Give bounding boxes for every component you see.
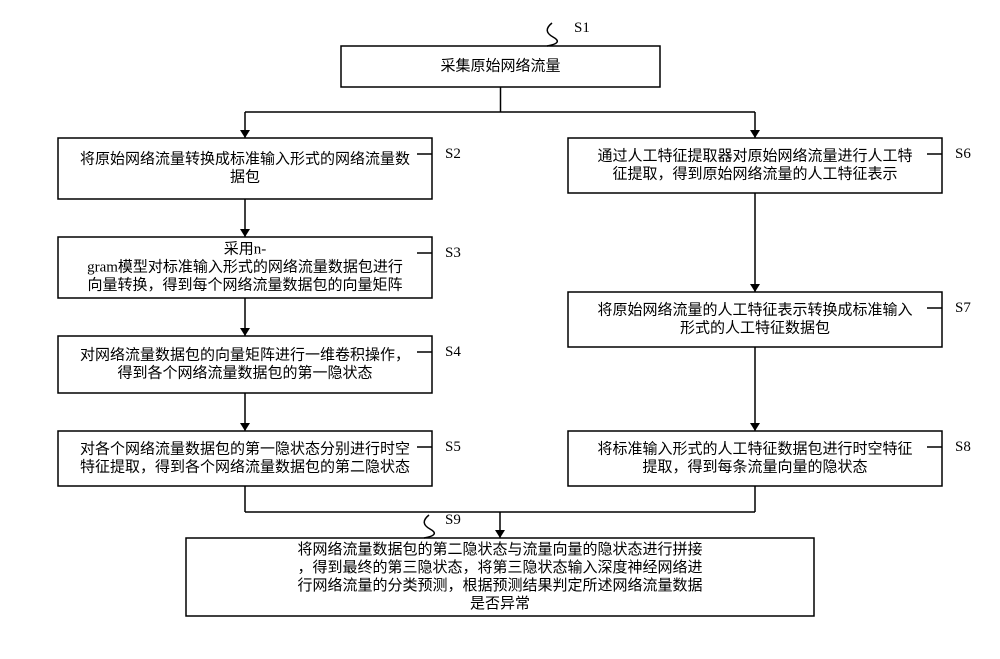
step-label: S8 (955, 439, 971, 455)
node-text: 将网络流量数据包的第二隐状态与流量向量的隐状态进行拼接 (297, 540, 702, 558)
node-text: 通过人工特征提取器对原始网络流量进行人工特 (597, 148, 912, 165)
node-text: 行网络流量的分类预测，根据预测结果判定所述网络流量数据 (297, 577, 702, 594)
step-label: S4 (445, 344, 461, 360)
step-label: S7 (955, 300, 971, 316)
node-S7: 将原始网络流量的人工特征表示转换成标准输入形式的人工特征数据包 (568, 292, 942, 347)
node-text: 形式的人工特征数据包 (680, 320, 830, 337)
step-label: S2 (445, 146, 461, 162)
node-S2: 将原始网络流量转换成标准输入形式的网络流量数据包 (58, 138, 432, 199)
node-text: 据包 (230, 169, 260, 186)
step-label: S5 (445, 439, 461, 455)
node-text: 将原始网络流量的人工特征表示转换成标准输入 (597, 302, 912, 319)
node-text: 采集原始网络流量 (440, 58, 560, 75)
step-label: S6 (955, 146, 971, 162)
node-text: 特征提取，得到各个网络流量数据包的第二隐状态 (80, 458, 410, 476)
node-S8: 将标准输入形式的人工特征数据包进行时空特征提取，得到每条流量向量的隐状态 (568, 431, 942, 486)
step-label: S9 (445, 512, 461, 528)
node-S4: 对网络流量数据包的向量矩阵进行一维卷积操作，得到各个网络流量数据包的第一隐状态 (58, 336, 432, 393)
node-text: 得到各个网络流量数据包的第一隐状态 (117, 364, 372, 382)
node-text: 征提取，得到原始网络流量的人工特征表示 (612, 166, 897, 183)
node-text: 向量转换，得到每个网络流量数据包的向量矩阵 (87, 277, 402, 294)
step-label: S3 (445, 245, 461, 261)
node-text: 将原始网络流量转换成标准输入形式的网络流量数 (80, 151, 410, 168)
node-text: 是否异常 (470, 595, 530, 612)
node-S1: 采集原始网络流量 (341, 46, 660, 87)
node-S6: 通过人工特征提取器对原始网络流量进行人工特征提取，得到原始网络流量的人工特征表示 (568, 138, 942, 193)
node-text: 将标准输入形式的人工特征数据包进行时空特征 (597, 441, 912, 458)
node-S9: 将网络流量数据包的第二隐状态与流量向量的隐状态进行拼接，得到最终的第三隐状态，将… (186, 538, 814, 616)
step-label: S1 (574, 20, 590, 36)
node-text: 对各个网络流量数据包的第一隐状态分别进行时空 (80, 440, 410, 458)
node-S5: 对各个网络流量数据包的第一隐状态分别进行时空特征提取，得到各个网络流量数据包的第… (58, 431, 432, 486)
node-S3: 采用n-gram模型对标准输入形式的网络流量数据包进行向量转换，得到每个网络流量… (58, 237, 432, 298)
node-text: gram模型对标准输入形式的网络流量数据包进行 (87, 259, 403, 276)
node-text: 对网络流量数据包的向量矩阵进行一维卷积操作， (80, 347, 410, 364)
flowchart: 采集原始网络流量 S1 将原始网络流量转换成标准输入形式的网络流量数据包 S2 采用n-… (0, 0, 1000, 659)
node-text: ，得到最终的第三隐状态，将第三隐状态输入深度神经网络进 (297, 558, 702, 576)
node-text: 采用n- (224, 241, 267, 258)
node-text: 提取，得到每条流量向量的隐状态 (642, 459, 867, 476)
